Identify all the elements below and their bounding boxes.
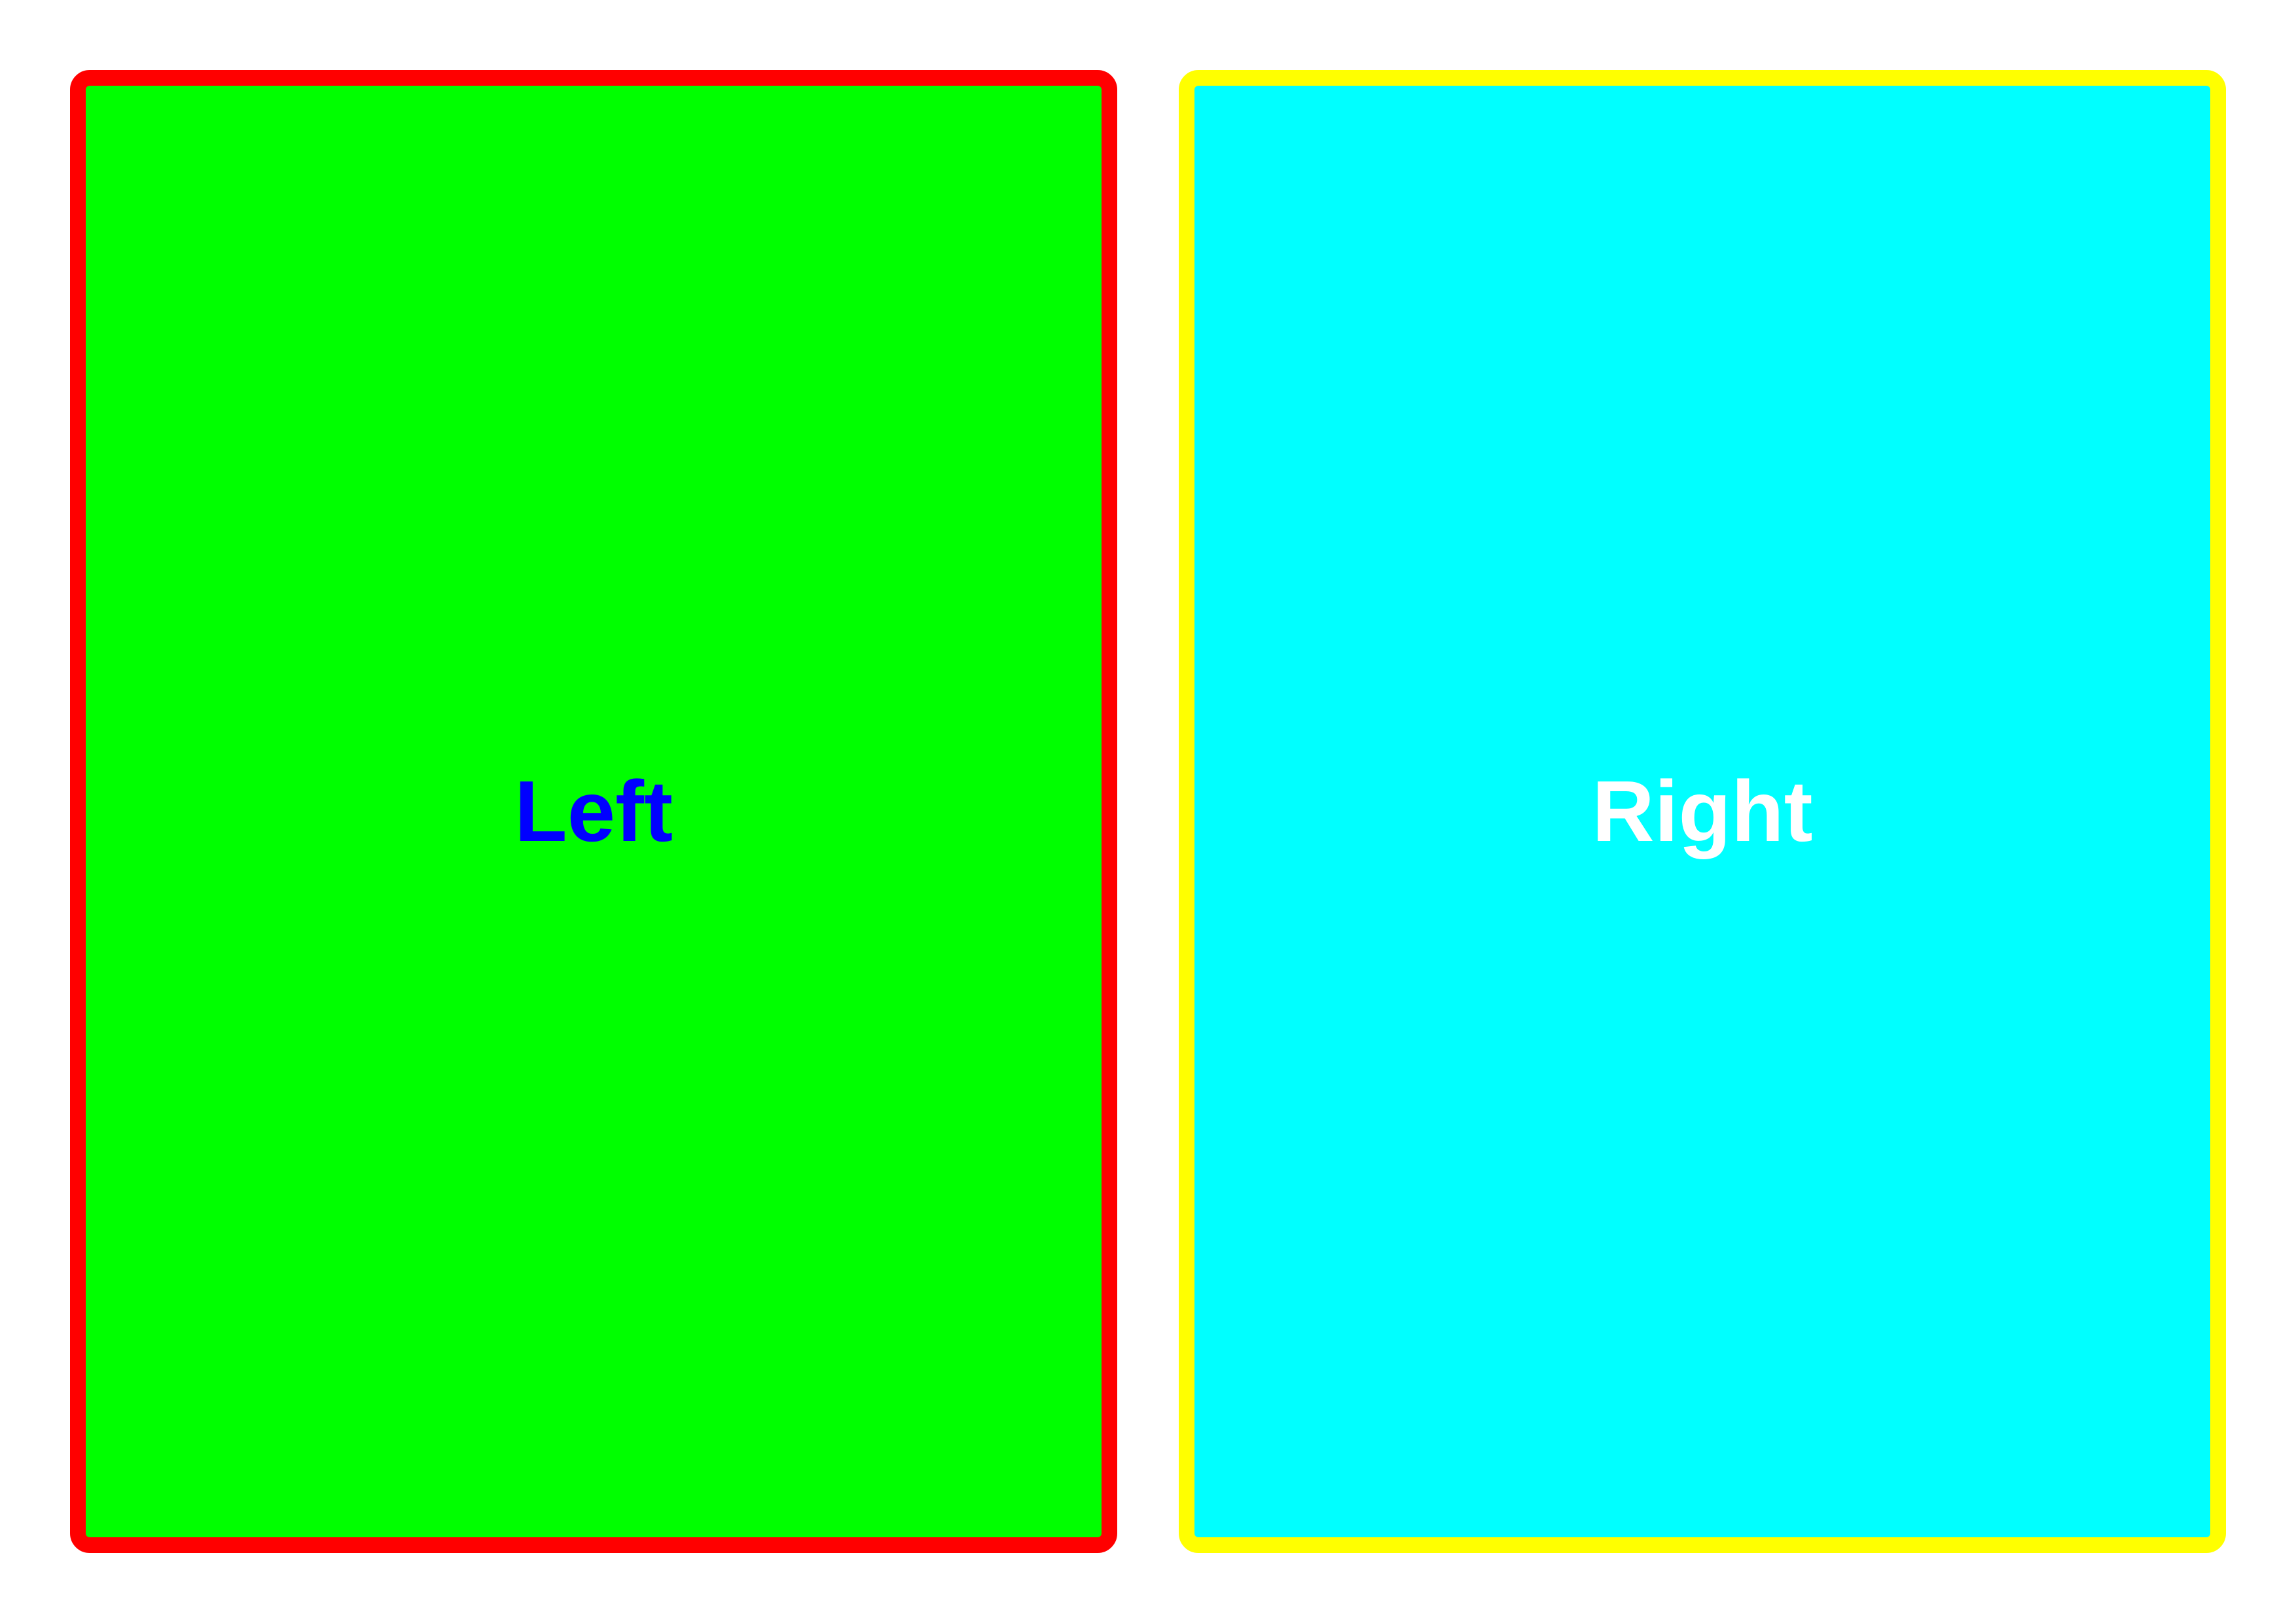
right-panel-label: Right <box>1592 763 1813 859</box>
left-panel: Left <box>70 70 1117 1553</box>
left-panel-label: Left <box>514 763 673 859</box>
right-panel: Right <box>1179 70 2226 1553</box>
